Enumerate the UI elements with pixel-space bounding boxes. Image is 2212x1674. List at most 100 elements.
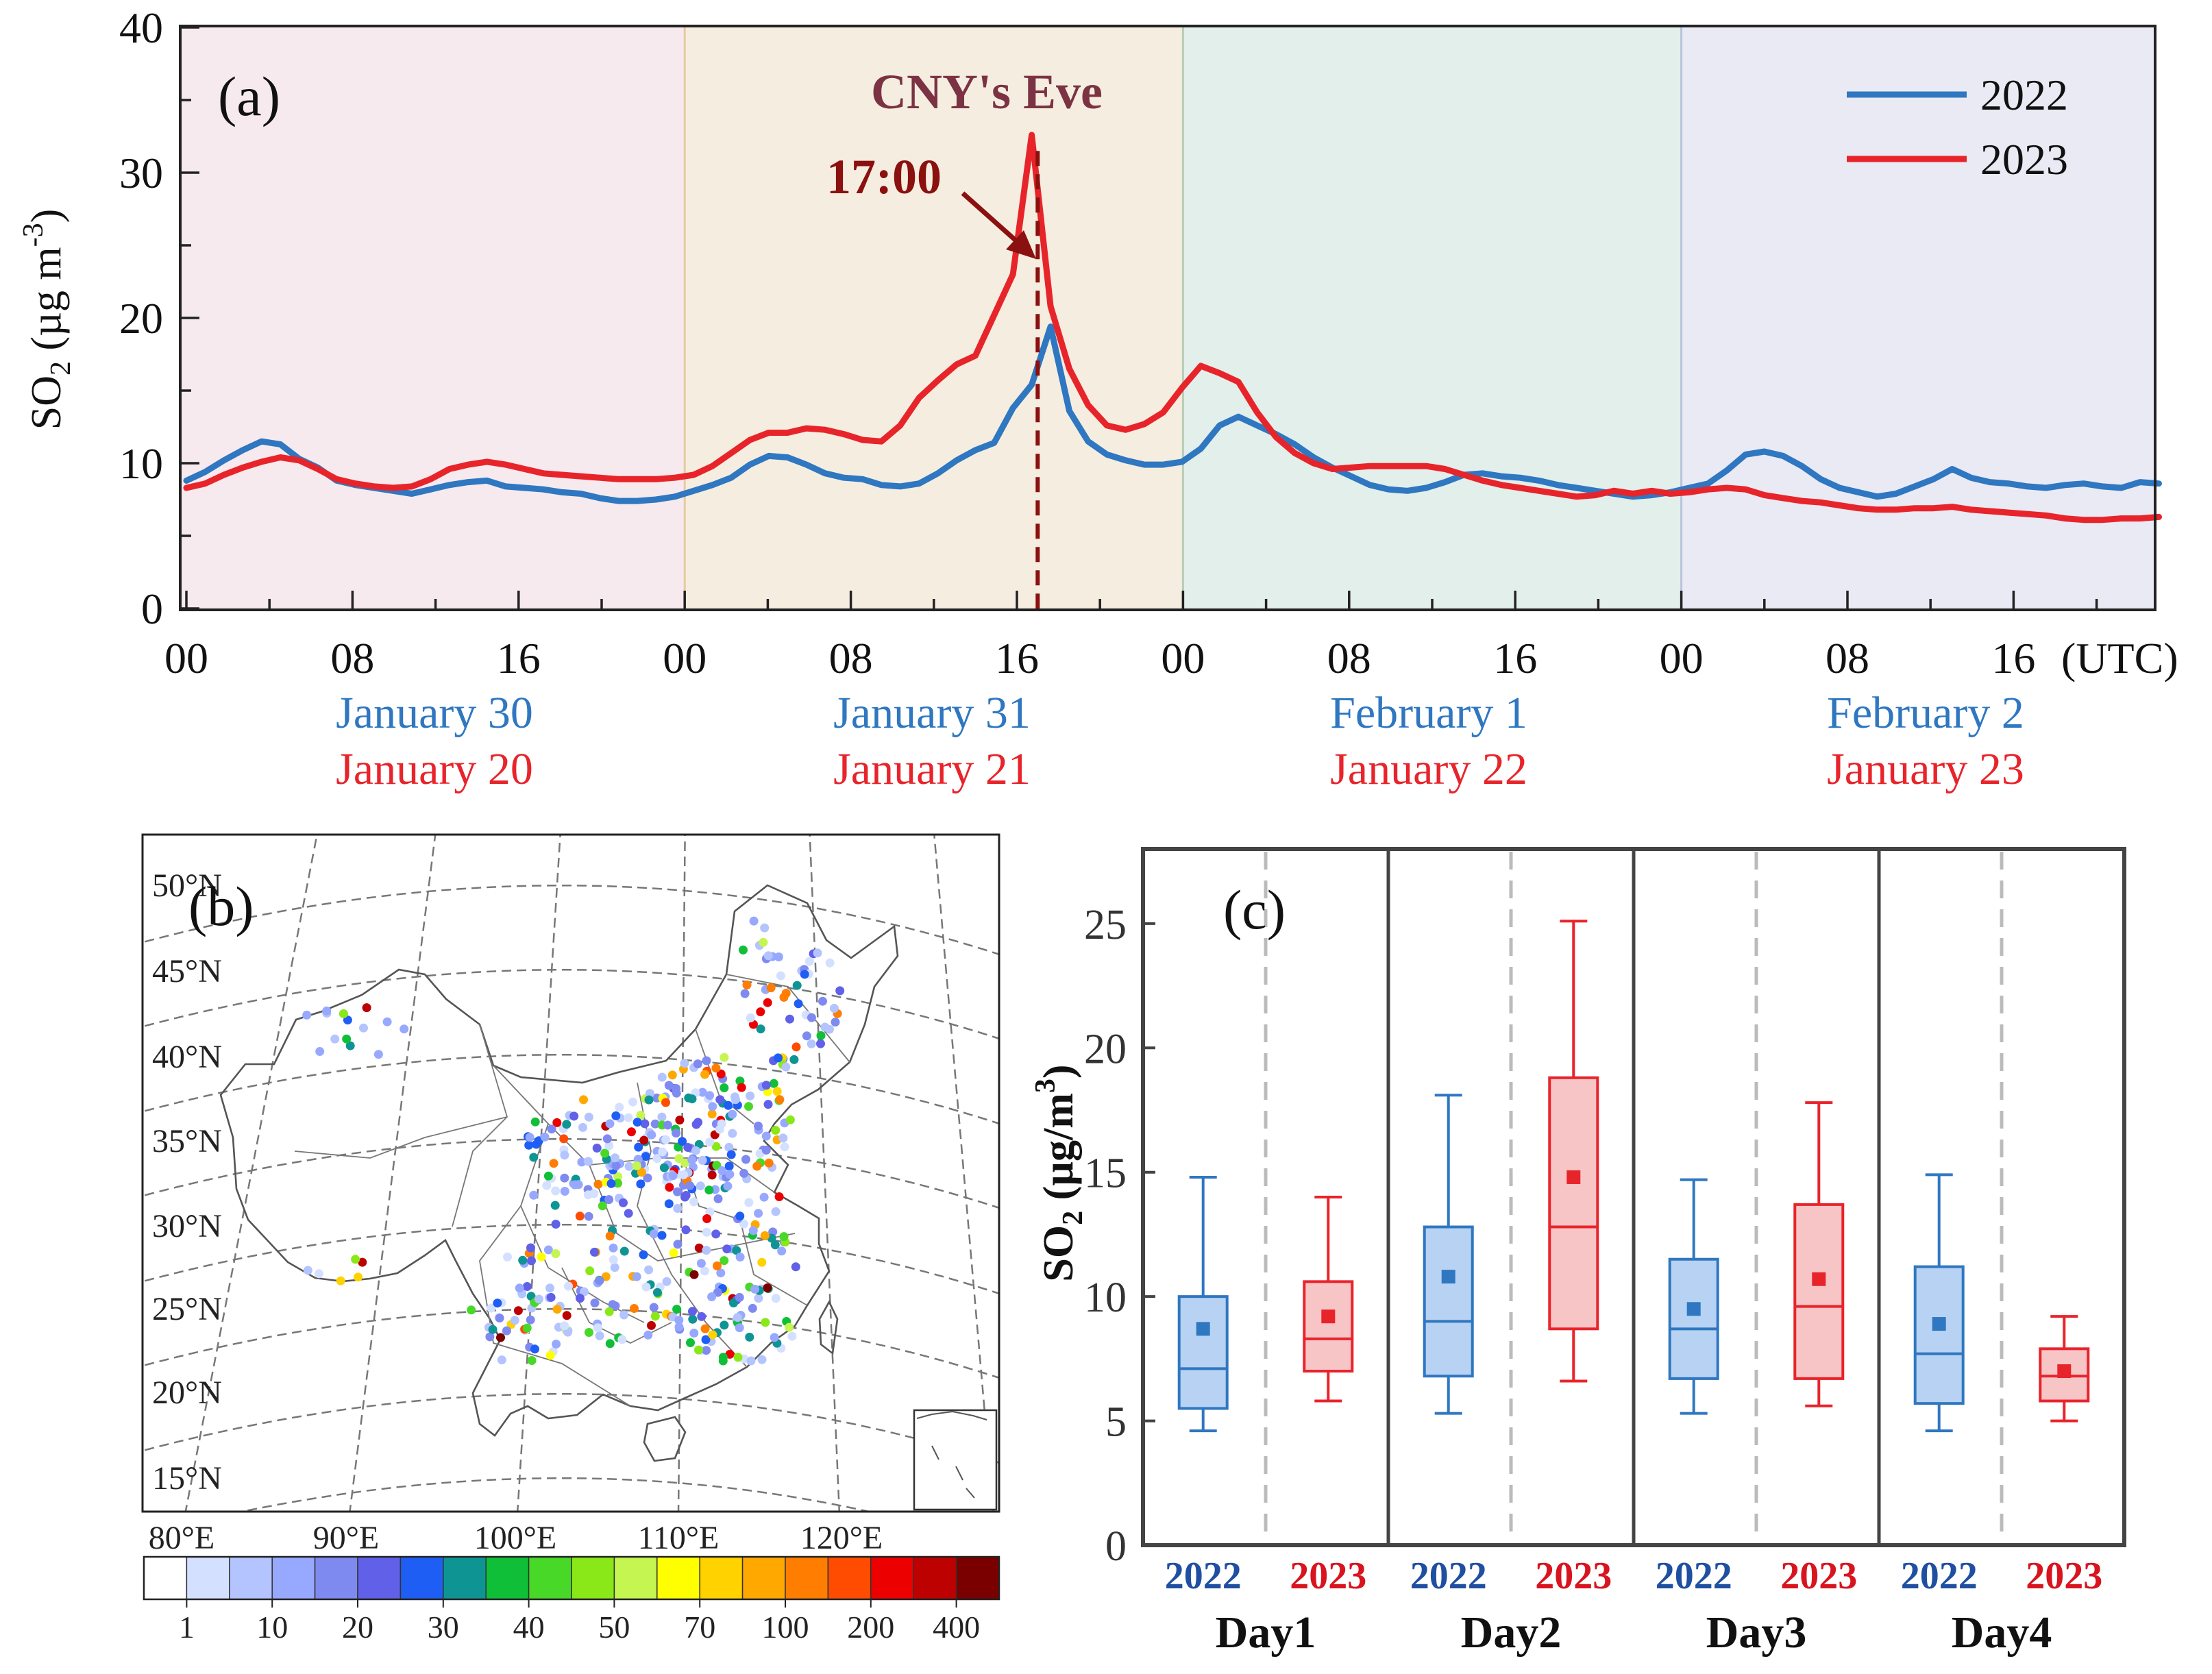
station-dot (707, 1170, 717, 1180)
station-dot (574, 1180, 583, 1190)
box-day4-2022 (1913, 1173, 1965, 1433)
series-line-2022 (183, 323, 2162, 504)
latitude-label: 15°N (152, 1460, 222, 1497)
monitoring-stations (302, 916, 845, 1366)
colorbar-label: 100 (762, 1610, 809, 1645)
station-dot (691, 1146, 700, 1155)
station-dot (624, 1209, 633, 1218)
panel-b-station-map: 50°N 45°N 40°N 35°N 30°N 25°N 20°N 15°N (b) 80°… (141, 833, 1000, 1645)
colorbar-segment (485, 1556, 530, 1600)
box-iqr (1303, 1280, 1354, 1373)
y-tick-label: 0 (1105, 1523, 1127, 1570)
colorbar-segment (827, 1556, 872, 1600)
station-dot (700, 1266, 709, 1276)
station-dot (537, 1252, 546, 1261)
station-dot (748, 1226, 758, 1235)
station-dot (794, 999, 803, 1009)
station-dot (339, 1009, 348, 1018)
line-series (183, 132, 2162, 524)
station-dot (540, 1132, 550, 1142)
station-dot (560, 1173, 569, 1183)
box-day2-2022 (1423, 1094, 1474, 1415)
station-dot (510, 1316, 519, 1325)
station-dot (731, 1095, 740, 1105)
station-dot (712, 1161, 722, 1170)
station-dot (354, 1272, 362, 1282)
latitude-label: 20°N (152, 1375, 222, 1411)
longitude-label: 120°E (800, 1520, 883, 1556)
colorbar-segment (400, 1556, 444, 1600)
station-dot (584, 1112, 593, 1122)
station-dot (663, 1120, 672, 1130)
y-tick-label: 25 (1084, 902, 1127, 948)
station-dot (560, 1187, 569, 1196)
station-dot (373, 1050, 383, 1059)
station-dot (336, 1276, 345, 1285)
y-axis-ticks: 0 5 10 15 20 25 (1084, 902, 1155, 1570)
colorbar-label: 40 (513, 1610, 545, 1645)
station-dot (761, 1131, 771, 1141)
station-dot (693, 1118, 703, 1127)
station-dot (674, 1154, 684, 1164)
station-dot (689, 1197, 699, 1207)
station-dot (661, 1135, 671, 1144)
year-label: 2022 (1656, 1555, 1732, 1597)
station-dot (673, 1240, 683, 1249)
station-dot (545, 1283, 554, 1293)
box-iqr (1668, 1257, 1719, 1380)
station-dot (647, 1130, 656, 1140)
station-dot (746, 1356, 756, 1366)
station-dot (776, 971, 785, 981)
colorbar-label: 30 (428, 1610, 459, 1645)
station-dot (739, 1168, 749, 1178)
station-dot (757, 1355, 767, 1364)
station-dot (739, 1219, 748, 1229)
station-dot (763, 1283, 772, 1292)
box-day2-2023 (1548, 920, 1599, 1383)
legend-label-2022: 2022 (1980, 71, 2068, 119)
station-dot (496, 1333, 505, 1342)
station-dot (543, 1245, 553, 1255)
year-label: 2023 (1535, 1555, 1612, 1597)
station-dot (529, 1190, 539, 1200)
station-dot (697, 1312, 706, 1321)
year-label: 2023 (2026, 1555, 2102, 1597)
station-dot (611, 1301, 620, 1311)
station-dot (584, 1190, 593, 1200)
station-dot (673, 1187, 682, 1196)
station-dot (711, 1229, 721, 1239)
station-dot (503, 1252, 512, 1261)
station-dot (763, 998, 772, 1007)
station-dot (791, 1042, 801, 1052)
station-dot (688, 1314, 698, 1324)
station-dot (779, 1232, 789, 1242)
station-dot (831, 1018, 840, 1027)
station-dot (713, 1194, 723, 1203)
station-dot (696, 1259, 706, 1268)
day-band (685, 27, 1183, 608)
longitude-label: 80°E (149, 1520, 215, 1556)
station-dot (560, 1321, 569, 1331)
box-day3-2023 (1793, 1101, 1845, 1407)
station-dot (314, 1269, 323, 1279)
station-dot (760, 1231, 770, 1240)
box-iqr (1548, 1076, 1599, 1331)
longitude-line (516, 835, 561, 1512)
station-dot (330, 1034, 340, 1044)
station-dot (735, 1211, 745, 1221)
station-dot (515, 1283, 524, 1293)
station-dot (669, 1248, 678, 1257)
station-dot (639, 1250, 648, 1259)
station-dot (708, 1102, 717, 1111)
station-dot (802, 1031, 811, 1041)
station-dot (632, 1118, 642, 1127)
station-dot (593, 1179, 603, 1189)
station-dot (763, 951, 773, 961)
legend-label-2023: 2023 (1980, 135, 2068, 184)
south-china-sea-inset (913, 1409, 998, 1511)
box-day1-2022 (1177, 1175, 1229, 1433)
colorbar-label: 50 (598, 1610, 630, 1645)
mean-marker (1196, 1322, 1210, 1336)
